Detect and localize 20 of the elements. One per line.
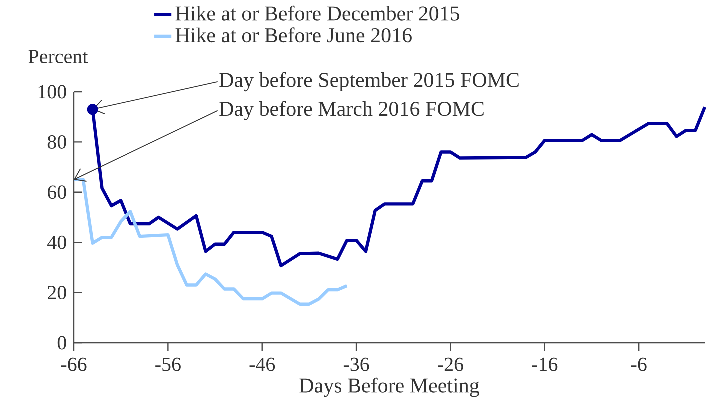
x-tick-label: -56 xyxy=(156,358,181,372)
x-axis-title: Days Before Meeting xyxy=(300,378,480,398)
y-tick-label: 60 xyxy=(48,186,66,200)
x-tick-label: -26 xyxy=(438,358,464,372)
legend-label: Hike at or Before December 2015 xyxy=(176,6,460,21)
y-tick-label: 0 xyxy=(58,336,66,350)
legend-label: Hike at or Before June 2016 xyxy=(176,28,412,43)
y-tick-label: 20 xyxy=(48,286,66,300)
x-tick-label: -66 xyxy=(61,358,87,372)
y-tick-label: 100 xyxy=(38,85,66,99)
y-axis-title: Percent xyxy=(28,50,88,64)
y-tick-label: 40 xyxy=(48,236,66,250)
x-tick-label: -36 xyxy=(344,358,370,372)
x-tick-label: -6 xyxy=(631,358,647,372)
annotation: Day before March 2016 FOMC xyxy=(220,101,484,120)
y-tick-label: 80 xyxy=(48,135,66,149)
annotation: Day before September 2015 FOMC xyxy=(220,72,519,92)
line-series xyxy=(72,178,349,306)
x-tick-label: -16 xyxy=(532,358,558,372)
x-tick-label: -46 xyxy=(250,358,276,372)
